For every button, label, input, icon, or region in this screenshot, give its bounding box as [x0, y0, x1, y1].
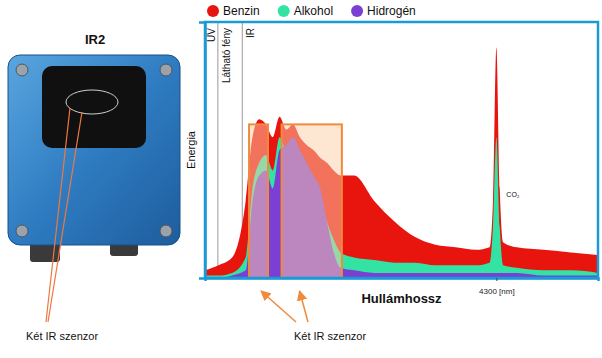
device-body	[8, 55, 180, 245]
legend-item: Hidrogén	[351, 4, 416, 18]
legend-swatch	[351, 5, 363, 17]
area-0	[205, 48, 598, 278]
x-tick-label: 4300 [nm]	[479, 287, 515, 296]
x-tick: 4300 [nm]	[479, 278, 515, 296]
sensor-pointer	[300, 291, 308, 322]
sensor-window	[42, 66, 146, 148]
sensor-pointer	[261, 291, 296, 322]
sensor-label: Két IR szenzor	[294, 330, 366, 342]
pointer-line	[46, 108, 70, 322]
annotation: CO₂	[506, 191, 520, 198]
screw	[16, 225, 28, 237]
x-axis-line	[206, 279, 599, 282]
plot-background	[205, 22, 598, 278]
region-label: IR	[245, 28, 256, 38]
chart: 4300 [nm] UV Látható fény IR CO₂ Energia Hullá…	[185, 4, 599, 342]
legend-item: Alkohol	[278, 4, 333, 18]
legend-item: Benzin	[207, 4, 260, 18]
legend-label: Alkohol	[294, 4, 333, 18]
x-axis-title: Hullámhossz	[361, 291, 442, 306]
y-axis	[199, 23, 206, 279]
screw	[16, 64, 28, 76]
region-label: Látható fény	[221, 28, 232, 83]
device: IR2 Két IR szenzor	[8, 32, 180, 342]
legend: Benzin Alkohol Hidrogén	[207, 4, 416, 18]
plot-frame	[205, 22, 598, 278]
region-boundary	[217, 22, 218, 278]
plot-area	[205, 22, 598, 278]
region-label: UV	[206, 28, 217, 42]
screw	[160, 64, 172, 76]
canvas: IR2 Két IR szenzor 4300 [nm] UV Látható fény…	[0, 0, 602, 358]
legend-swatch	[278, 5, 290, 17]
sensor-band	[249, 124, 268, 278]
window-ring	[66, 90, 118, 114]
device-label: Két IR szenzor	[26, 330, 98, 342]
y-axis-title: Energia	[185, 130, 197, 169]
sensor-band	[282, 124, 342, 278]
device-title: IR2	[85, 32, 105, 47]
legend-label: Hidrogén	[367, 4, 416, 18]
legend-swatch	[207, 5, 219, 17]
y-axis-line	[199, 23, 206, 279]
x-tick-mark	[496, 278, 497, 281]
legend-label: Benzin	[223, 4, 260, 18]
pointer-line	[48, 112, 82, 322]
screw	[160, 225, 172, 237]
